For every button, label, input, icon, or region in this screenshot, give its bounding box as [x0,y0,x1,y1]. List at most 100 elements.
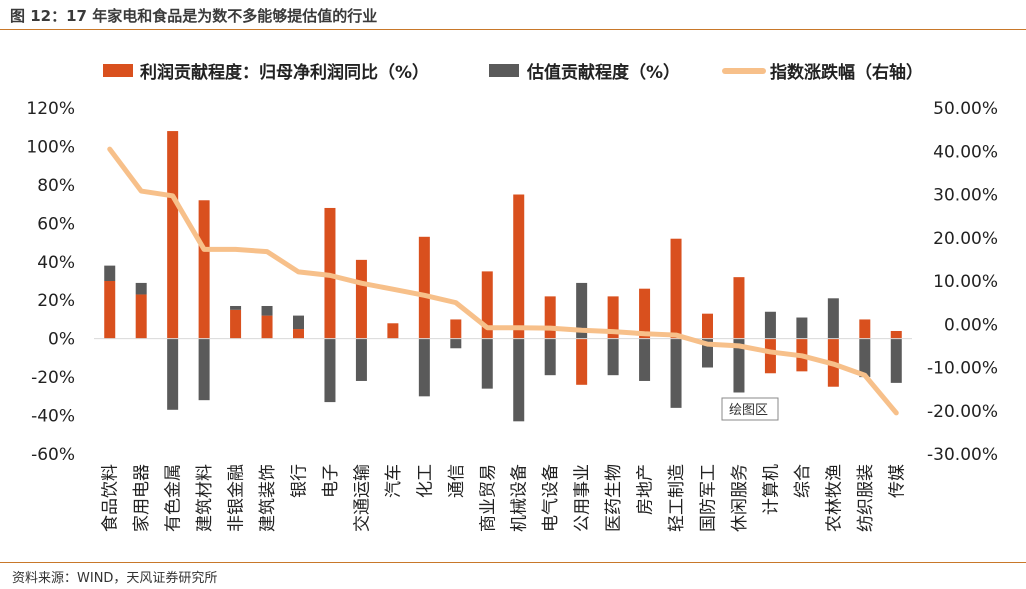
series-profit [104,131,902,387]
valuation-bar [324,338,336,403]
category-label: 计算机 [761,464,781,515]
series-index [107,146,899,416]
left-tick-label: -40% [31,407,75,427]
left-tick-label: 60% [37,214,75,234]
valuation-bar [733,338,745,393]
valuation-bar [418,338,430,397]
right-axis: 50.00% 40.00% 30.00% 20.00% 10.00% 0.00% -10.0… [927,99,998,465]
profit-bar [293,329,304,339]
profit-bar [355,259,367,339]
left-axis: 120% 100% 80% 60% 40% 20% 0% -20% -40% -60% [26,99,75,465]
valuation-bar [167,338,179,410]
legend-label-valuation: 估值贡献程度（%） [526,62,680,83]
profit-bar [387,323,399,339]
right-tick-label: 0.00% [944,315,998,335]
left-tick-label: 120% [26,99,75,119]
left-tick-label: -60% [31,445,75,465]
category-label: 家用电器 [132,464,152,532]
category-label: 休闲服务 [730,464,750,532]
right-tick-label: 50.00% [933,99,998,119]
profit-bar [702,313,713,339]
valuation-bar [355,338,367,381]
category-label: 国防军工 [699,464,719,532]
profit-bar [639,288,651,339]
category-label: 纺织服装 [856,464,876,532]
right-tick-label: 20.00% [933,229,998,249]
category-label: 传媒 [887,464,907,498]
valuation-bar [135,282,147,295]
category-label: 银行 [290,464,310,498]
valuation-bar [450,338,462,349]
profit-bar [576,338,588,385]
category-label: 公用事业 [573,464,593,532]
valuation-bar [576,282,588,339]
category-label: 交通运输 [352,464,372,532]
figure-title: 图 12：17 年家电和食品是为数不多能够提估值的行业 [10,7,378,25]
profit-bar [544,296,556,339]
valuation-bar [859,338,871,378]
profit-bar [733,277,745,339]
left-tick-label: 80% [37,176,75,196]
category-label: 食品饮料 [101,464,121,532]
profit-bar [890,330,902,339]
profit-bar [450,319,462,339]
category-label: 建筑材料 [195,464,215,532]
category-label: 电子 [321,464,341,498]
profit-bar [198,200,210,339]
category-label: 建筑装饰 [258,464,278,532]
legend-swatch-profit [103,64,133,77]
index-line-path [107,146,899,416]
profit-bar [167,131,179,339]
valuation-bar [639,338,651,381]
category-label: 机械设备 [510,464,530,532]
right-tick-label: 30.00% [933,186,998,206]
category-label: 综合 [793,464,813,498]
valuation-bar [607,338,619,376]
series-valuation [104,265,902,422]
valuation-bar [513,338,525,422]
right-tick-label: -20.00% [927,402,998,422]
valuation-bar [104,265,116,281]
right-tick-label: 10.00% [933,272,998,292]
profit-bar [135,294,147,339]
valuation-bar [544,338,556,376]
plot-area-tooltip: 绘图区 [721,397,779,421]
right-tick-label: 40.00% [933,142,998,162]
valuation-bar [827,298,839,339]
category-label: 房地产 [636,464,656,515]
category-label: 化工 [415,464,435,498]
valuation-bar [481,338,493,389]
top-rule [0,29,1026,30]
valuation-bar [198,338,210,401]
category-label: 汽车 [384,464,404,498]
profit-bar [670,238,682,339]
category-label: 农林牧渔 [824,464,844,532]
profit-bar [418,236,430,339]
valuation-bar [890,338,902,383]
profit-bar [230,309,242,339]
category-label: 有色金属 [164,464,184,532]
left-tick-label: -20% [31,368,75,388]
right-tick-label: -30.00% [927,445,998,465]
plot-area-tooltip-box [721,397,779,421]
bottom-rule [0,562,1026,563]
category-label: 轻工制造 [667,464,687,532]
valuation-bar [702,338,713,368]
valuation-bar [670,338,682,408]
category-label: 非银金融 [227,464,247,532]
plot-area-tooltip-text: 绘图区 [729,403,768,418]
left-tick-label: 100% [26,137,75,157]
source-note: 资料来源：WIND，天风证券研究所 [12,571,218,586]
left-tick-label: 20% [37,291,75,311]
left-tick-label: 0% [48,330,75,350]
category-label: 医药生物 [604,464,624,532]
profit-bar [859,319,871,339]
profit-bar [607,296,619,339]
legend-label-profit: 利润贡献程度：归母净利润同比（%） [140,62,429,83]
profit-bar [764,338,776,374]
legend: 利润贡献程度：归母净利润同比（%） 估值贡献程度（%） 指数涨跌幅（右轴） [103,62,923,83]
valuation-bar [293,315,304,330]
legend-swatch-valuation [489,64,519,77]
profit-bar [261,315,273,339]
